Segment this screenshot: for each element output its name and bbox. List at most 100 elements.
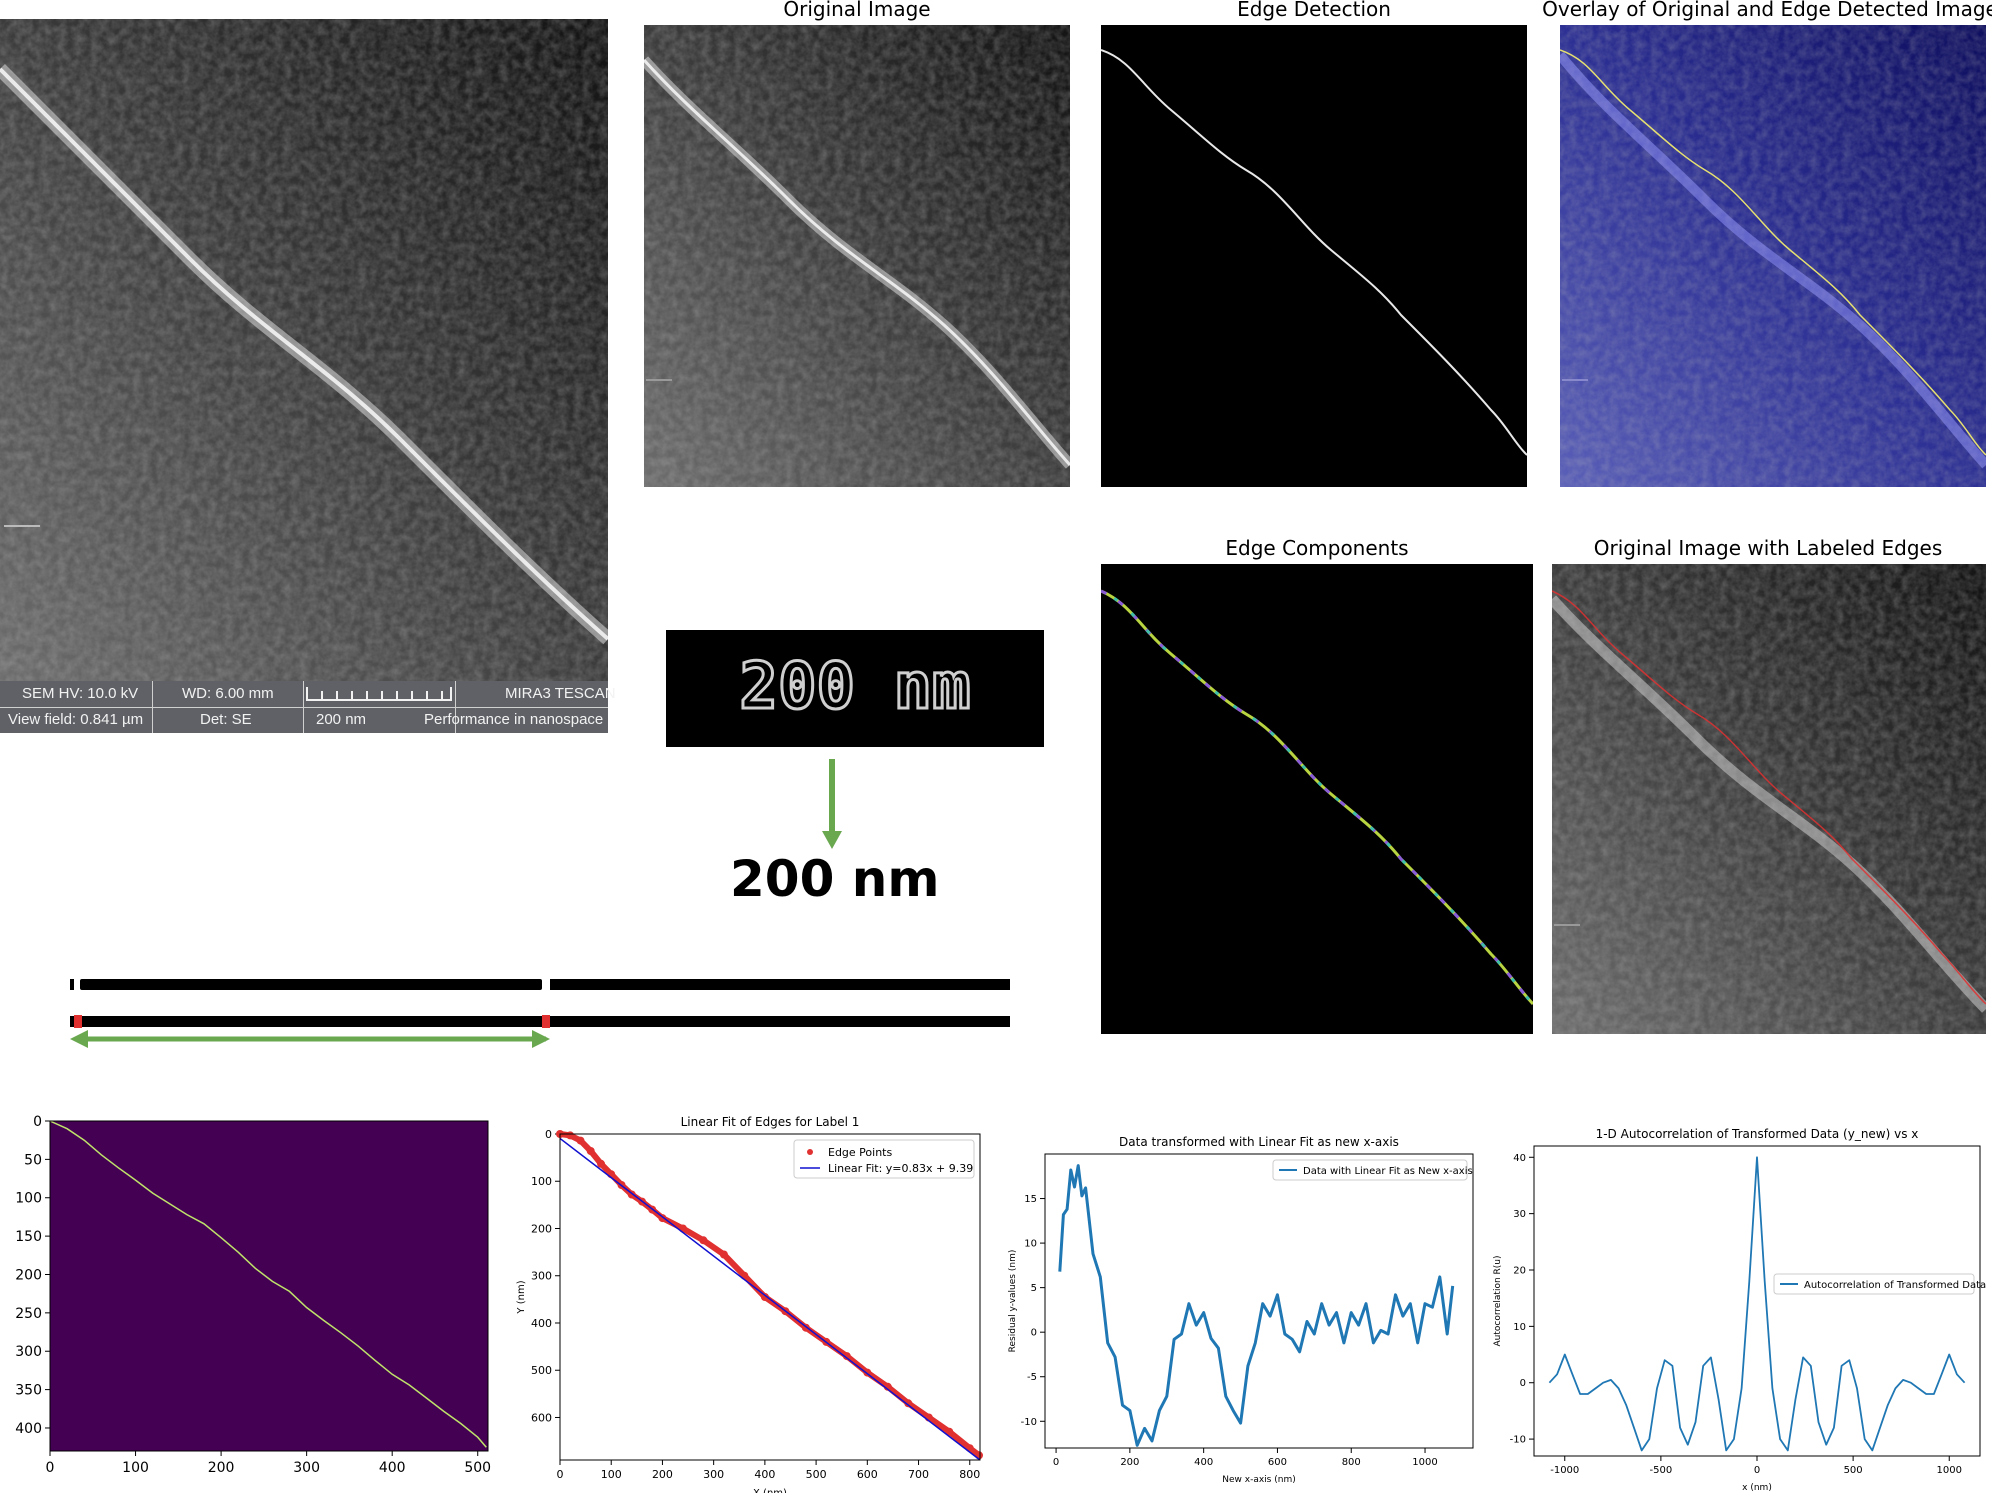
labeled-edges-image: [1552, 564, 1986, 1034]
edge-components-line: [1100, 589, 1535, 1006]
sem-scale-label: 200 nm: [316, 711, 367, 728]
y-tick-label: 40: [1513, 1153, 1526, 1164]
edge-line: [49, 1120, 487, 1448]
x-tick-label: 800: [959, 1468, 980, 1481]
linear-fit-line: [559, 1137, 981, 1461]
linear-fit-chart: Linear Fit of Edges for Label 1 0 100 200 30…: [516, 1115, 983, 1493]
x-tick-label: 400: [379, 1460, 406, 1476]
residual-series-line: [1058, 1164, 1455, 1447]
binary-bar-top-segment-right: [550, 979, 1010, 990]
x-tick-label: 600: [857, 1468, 878, 1481]
edge-detection-image: [1100, 25, 1528, 487]
labeled-edges-texture: [1552, 564, 1986, 1034]
y-tick-label: 400: [531, 1317, 552, 1330]
y-tick-label: 100: [15, 1191, 42, 1207]
autocorrelation-chart: 1-D Autocorrelation of Transformed Data …: [1493, 1127, 1986, 1493]
plot-frame: [1533, 1145, 1981, 1457]
y-tick-label: 5: [1031, 1283, 1037, 1294]
y-tick-label: 0: [1520, 1378, 1526, 1389]
y-tick-label: 150: [15, 1229, 42, 1245]
sem-micrograph: [0, 19, 608, 681]
x-tick-label: 200: [208, 1460, 235, 1476]
x-tick-label: 1000: [1412, 1457, 1437, 1468]
y-tick-label: 10: [1513, 1322, 1526, 1333]
x-tick-label: 300: [703, 1468, 724, 1481]
scale-bar-measurement-diagram: [70, 979, 1010, 1048]
double-arrow-right-head: [532, 1030, 550, 1048]
x-tick-label: 500: [806, 1468, 827, 1481]
original-image-title: Original Image: [783, 0, 931, 21]
double-arrow-left-head: [70, 1030, 88, 1048]
overlay-title: Overlay of Original and Edge Detected Im…: [1542, 0, 1992, 21]
scale-bar-crop-text: 200 nm: [739, 650, 970, 724]
plot-frame: [49, 1120, 489, 1452]
y-tick-label: 10: [1024, 1239, 1037, 1250]
plot-frame: [1044, 1153, 1474, 1449]
overlay-image: [1560, 25, 1986, 487]
y-tick-label: 20: [1513, 1266, 1526, 1277]
binary-bar-left-marker: [74, 1015, 82, 1028]
scale-bar-crop: 200 nm: [666, 630, 1044, 747]
x-tick-label: 100: [601, 1468, 622, 1481]
y-tick-label: 0: [1031, 1328, 1037, 1339]
x-tick-label: 0: [1754, 1465, 1760, 1476]
y-axis-label: Residual y-values (nm): [1008, 1250, 1018, 1353]
x-tick-label: 200: [1120, 1457, 1139, 1468]
y-tick-label: 15: [1024, 1194, 1037, 1205]
plot-frame: [559, 1133, 981, 1461]
y-tick-label: 250: [15, 1306, 42, 1322]
chart-title: Data transformed with Linear Fit as new …: [1119, 1135, 1399, 1149]
x-axis-label: x (nm): [1742, 1483, 1772, 1493]
x-tick-label: 700: [908, 1468, 929, 1481]
sem-wd-label: WD: 6.00 mm: [182, 685, 274, 702]
y-tick-label: 30: [1513, 1209, 1526, 1220]
chart-title: 1-D Autocorrelation of Transformed Data …: [1596, 1127, 1919, 1141]
y-tick-label: 200: [531, 1222, 552, 1235]
y-tick-label: 0: [33, 1114, 42, 1130]
y-tick-label: 200: [15, 1267, 42, 1283]
overlay-image-texture: [1560, 25, 1986, 487]
legend-box: [1773, 1273, 1975, 1295]
sem-micrograph-texture: [0, 19, 608, 681]
y-tick-label: 50: [24, 1152, 42, 1168]
sem-detector-label: Det: SE: [200, 711, 252, 728]
x-tick-label: -1000: [1550, 1465, 1579, 1476]
legend-marker-edge-points: [807, 1149, 813, 1155]
edge-detection-line: [1100, 49, 1528, 456]
legend-box: [1272, 1159, 1468, 1181]
y-tick-label: 300: [15, 1344, 42, 1360]
residual-chart: Data transformed with Linear Fit as new …: [1008, 1135, 1474, 1485]
y-tick-label: -10: [1021, 1417, 1037, 1428]
x-tick-label: 500: [464, 1460, 491, 1476]
original-image-texture: [644, 25, 1070, 487]
edge-heatmap-chart: 0 100 200 300 400 500 0 50 100 150 200 250 300 350 400: [15, 1114, 491, 1476]
y-tick-label: 0: [545, 1128, 552, 1141]
x-tick-label: 400: [754, 1468, 775, 1481]
labeled-edges-title: Original Image with Labeled Edges: [1593, 536, 1943, 560]
x-tick-label: 0: [46, 1460, 55, 1476]
y-tick-label: 350: [15, 1383, 42, 1399]
x-tick-label: 600: [1268, 1457, 1287, 1468]
original-image: [644, 25, 1070, 487]
legend-label: Data with Linear Fit as New x-axis: [1303, 1166, 1473, 1177]
x-tick-label: 300: [293, 1460, 320, 1476]
y-tick-label: -10: [1510, 1435, 1526, 1446]
edge-components-image: [1100, 564, 1535, 1034]
y-axis-label: Autocorrelation R(u): [1493, 1255, 1503, 1346]
x-tick-label: 0: [1053, 1457, 1059, 1468]
plot-background: [50, 1121, 488, 1451]
x-axis-label: New x-axis (nm): [1222, 1475, 1295, 1485]
sem-scale-ruler: [306, 687, 452, 701]
edge-detection-title: Edge Detection: [1237, 0, 1391, 21]
y-tick-label: 100: [531, 1175, 552, 1188]
y-axis-label: Y (nm): [516, 1280, 527, 1314]
y-tick-label: -5: [1027, 1372, 1037, 1383]
x-axis-label: X (nm): [753, 1488, 787, 1493]
binary-bar-top-segment-left: [70, 979, 74, 990]
scale-bar-crop-art: 200 nm: [738, 649, 972, 726]
y-tick-label: 600: [531, 1411, 552, 1424]
x-tick-label: -500: [1650, 1465, 1673, 1476]
sem-brand-label: MIRA3 TESCAN: [505, 685, 616, 702]
autocorrelation-series-line: [1548, 1156, 1966, 1452]
sem-slogan-label: Performance in nanospace: [424, 711, 604, 728]
